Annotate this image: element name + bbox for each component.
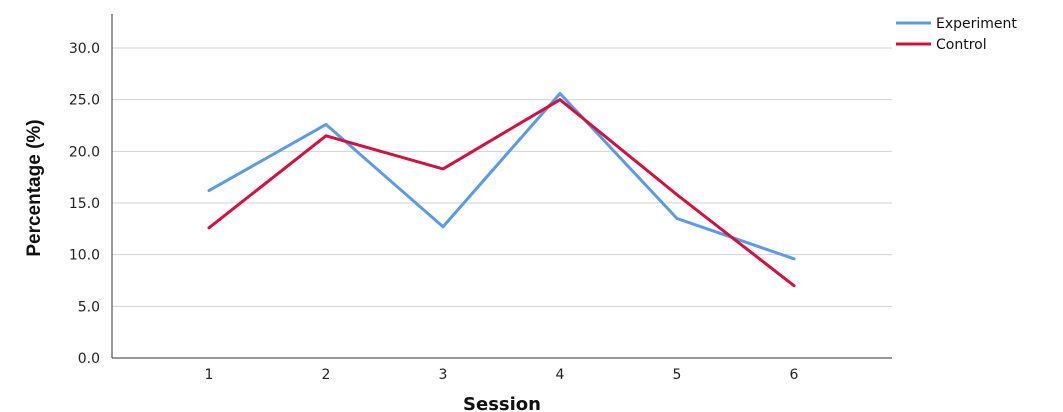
axes: [111, 14, 892, 359]
x-axis-label: Session: [463, 394, 541, 412]
y-tick-label: 0.0: [78, 351, 100, 367]
y-tick-label: 5.0: [78, 299, 100, 315]
x-tick-label: 4: [556, 367, 565, 383]
x-tick-label: 5: [673, 367, 682, 383]
x-tick-label: 2: [322, 367, 331, 383]
y-tick-label: 20.0: [69, 144, 100, 160]
legend-label-control: Control: [936, 37, 987, 53]
x-tick-label: 3: [439, 367, 448, 383]
legend-label-experiment: Experiment: [936, 16, 1017, 32]
y-tick-label: 10.0: [69, 248, 100, 264]
x-tick-label: 6: [790, 367, 799, 383]
y-tick-labels: 0.0 5.0 10.0 15.0 20.0 25.0 30.0: [69, 41, 100, 367]
series-line-control: [207, 98, 796, 288]
x-tick-labels: 1 2 3 4 5 6: [205, 367, 799, 383]
y-tick-label: 30.0: [69, 41, 100, 57]
y-tick-label: 25.0: [69, 93, 100, 109]
legend: Experiment Control: [896, 16, 1017, 53]
gridlines: [112, 47, 892, 307]
x-tick-label: 1: [205, 367, 214, 383]
y-tick-label: 15.0: [69, 196, 100, 212]
y-axis-label: Percentage (%): [24, 119, 45, 256]
series-line-experiment: [207, 91, 796, 261]
series-lines: [207, 91, 796, 288]
